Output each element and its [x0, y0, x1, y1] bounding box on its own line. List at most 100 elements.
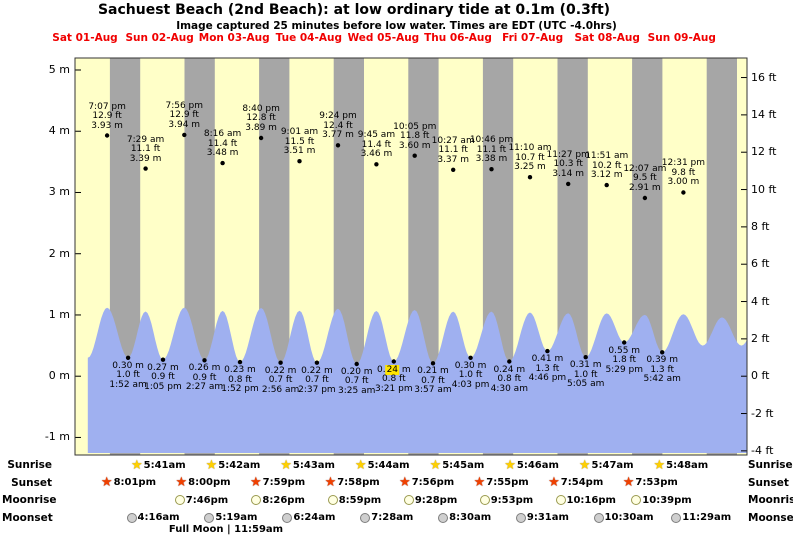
annotation-line: 3:21 pm: [375, 383, 413, 394]
annotation-line: 7:56 pm: [165, 100, 204, 111]
row-label-sunrise: Sunrise: [748, 459, 793, 471]
y-axis-label-ft: 8 ft: [751, 219, 770, 233]
sun-moon-time: 7:58pm: [337, 477, 380, 488]
sunrise-star-icon: ★: [205, 457, 218, 473]
annotation-line: 9:24 pm: [319, 111, 357, 122]
annotation-line: 1:05 pm: [144, 381, 182, 392]
annotation-line: 0.20 m: [340, 366, 373, 377]
high-tide-annotation: 7:56 pm 12.9 ft 3.94 m: [165, 100, 204, 131]
annotation-line: 1.0 ft: [458, 370, 483, 381]
low-tide-annotation: 0.27 m 0.9 ft 1:05 pm: [144, 363, 182, 393]
sunrise-star-icon: ★: [653, 457, 666, 473]
day-label: Sun 09-Aug: [647, 32, 716, 44]
moonset-circle-icon: [360, 512, 371, 523]
tide-extreme-dot: [237, 359, 243, 365]
day-label: Sat 08-Aug: [574, 32, 640, 44]
tide-extreme-dot: [468, 355, 473, 360]
sunrise-star-icon: ★: [354, 457, 367, 473]
moonset-circle-icon: [671, 512, 682, 523]
low-tide-annotation: 0.55 m 1.8 ft 5:29 pm: [605, 346, 644, 376]
sunrise-star-icon: ★: [578, 457, 591, 473]
low-tide-annotation: 0.26 m 0.9 ft 2:27 am: [186, 364, 223, 393]
day-label: Mon 03-Aug: [198, 32, 270, 44]
annotation-line: 11.4 ft: [207, 138, 238, 149]
moonset-entry: 7:28am: [360, 511, 413, 525]
current-tide-highlight: 24: [385, 364, 400, 375]
annotation-line: 0.24 m: [493, 364, 526, 375]
moonset-circle-icon: [282, 512, 293, 523]
day-label: Fri 07-Aug: [502, 32, 564, 44]
annotation-line: 12.9 ft: [92, 111, 122, 122]
annotation-line: 1.0 ft: [573, 369, 598, 380]
row-label-sunrise: Sunrise: [7, 459, 52, 471]
annotation-line: 10:46 pm: [469, 135, 514, 146]
y-axis-label-ft: 4 ft: [751, 294, 770, 308]
annotation-line: 3.94 m: [168, 119, 201, 130]
tide-extreme-dot: [143, 166, 148, 171]
y-axis-label-ft: 16 ft: [751, 70, 777, 84]
moonset-circle-icon: [438, 512, 449, 523]
annotation-line: 9:45 am: [357, 130, 396, 141]
sun-moon-time: 7:53pm: [635, 477, 678, 488]
annotation-line: 2:37 pm: [298, 384, 336, 395]
sunset-star-icon: ★: [100, 475, 113, 490]
annotation-line: 5:29 pm: [605, 364, 644, 375]
sun-moon-time: 6:24am: [293, 512, 336, 523]
annotation-line: 5:05 am: [567, 379, 605, 390]
annotation-line: 9:01 am: [280, 127, 319, 138]
sun-moon-time: 9:28pm: [414, 494, 458, 506]
sun-moon-time: 7:56pm: [411, 477, 455, 488]
y-axis-label-ft: -2 ft: [751, 406, 774, 420]
moonset-entry: 5:19am: [204, 511, 257, 525]
y-axis-label-m: -1 m: [44, 430, 70, 444]
sun-moon-time: 5:42am: [218, 459, 261, 471]
sun-moon-time: 5:41am: [143, 459, 186, 471]
annotation-line: 12.4 ft: [323, 120, 353, 131]
annotation-line: 3.12 m: [590, 170, 623, 181]
annotation-line: 11.1 ft: [130, 144, 161, 155]
annotation-line: 0.21 m: [417, 366, 449, 377]
sunset-star-icon: ★: [622, 475, 635, 490]
low-tide-annotation: 0.30 m 1.0 ft 1:52 am: [109, 361, 146, 391]
sun-moon-time: 7:55pm: [486, 477, 529, 488]
tide-extreme-dot: [660, 350, 665, 355]
y-axis-label-m: 5 m: [48, 63, 70, 76]
annotation-line: 11:27 pm: [546, 149, 590, 160]
annotation-line: 3.89 m: [245, 122, 277, 133]
sunrise-entry: ★ 5:44am: [355, 458, 410, 472]
moonrise-circle-icon: [479, 495, 490, 505]
tide-extreme-dot: [412, 153, 417, 158]
annotation-line: 4:03 pm: [451, 379, 490, 390]
sunset-star-icon: ★: [473, 475, 486, 490]
moonset-entry: 6:24am: [282, 511, 335, 525]
low-tide-annotation: 0.39 m 1.3 ft 5:42 am: [644, 356, 681, 385]
moonrise-entry: 7:46pm: [174, 493, 228, 507]
moonrise-circle-icon: [555, 495, 566, 505]
moonrise-circle-icon: [251, 495, 262, 505]
annotation-line: 2.91 m: [629, 182, 661, 193]
low-tide-annotation: 0.20 m 0.7 ft 3:25 am: [338, 366, 375, 397]
sunset-entry: ★ 7:55pm: [474, 476, 529, 490]
sunrise-entry: ★ 5:41am: [131, 458, 186, 472]
day-label: Wed 05-Aug: [347, 32, 420, 44]
sun-moon-time: 8:00pm: [188, 477, 231, 488]
annotation-line: 0.9 ft: [151, 372, 175, 383]
annotation-line: 0.7 ft: [344, 376, 369, 387]
row-label-sunset: Sunset: [11, 476, 52, 489]
annotation-line: 11:10 am: [508, 143, 552, 154]
tide-extreme-dot: [202, 358, 207, 363]
tide-extreme-dot: [104, 133, 110, 138]
tide-extreme-dot: [125, 355, 131, 360]
sun-moon-time: 5:45am: [442, 459, 485, 471]
annotation-line: 0.8 ft: [497, 374, 522, 384]
moonrise-entry: 10:16pm: [555, 493, 616, 507]
sun-moon-time: 5:19am: [215, 512, 258, 523]
moonrise-entry: 9:28pm: [403, 493, 458, 507]
tide-extreme-dot: [681, 190, 686, 195]
tide-extreme-dot: [622, 340, 627, 345]
sunset-entry: ★ 7:56pm: [399, 476, 454, 490]
tide-extreme-dot: [374, 162, 379, 167]
annotation-line: 12:31 pm: [661, 158, 706, 169]
sunset-star-icon: ★: [324, 475, 337, 490]
